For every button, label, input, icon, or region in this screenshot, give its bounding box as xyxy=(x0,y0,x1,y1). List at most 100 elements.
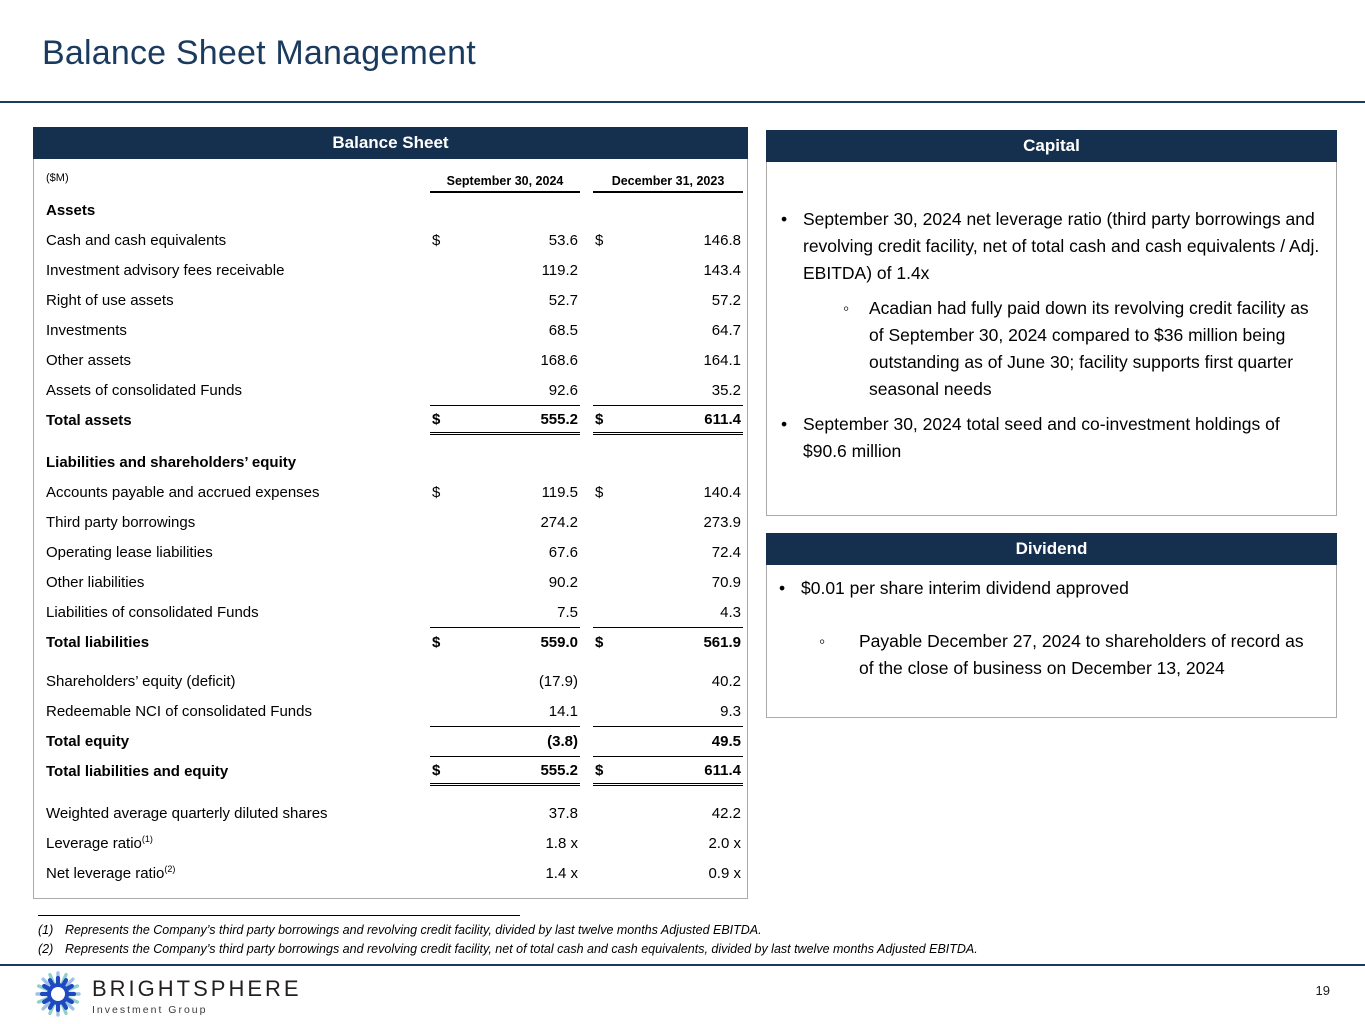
value-prior: 57.2 xyxy=(711,291,741,309)
hollow-bullet-icon: ◦ xyxy=(843,298,850,318)
currency-symbol: $ xyxy=(595,761,604,779)
value-prior: 9.3 xyxy=(720,702,741,720)
capital-bullet-2: • September 30, 2024 total seed and co-i… xyxy=(781,411,1320,465)
row-label: Redeemable NCI of consolidated Funds xyxy=(46,702,312,720)
balance-sheet-panel: Balance Sheet ($M) September 30, 2024 De… xyxy=(33,127,748,899)
value-current: 559.0 xyxy=(540,634,578,651)
value-current: (17.9) xyxy=(538,672,578,690)
brightsphere-logo-icon xyxy=(34,970,82,1023)
footer-divider xyxy=(0,964,1365,966)
value-current: 555.2 xyxy=(540,761,578,779)
section-header-assets: Assets xyxy=(46,201,96,219)
currency-symbol: $ xyxy=(432,761,441,779)
table-row: Investment advisory fees receivable 119.… xyxy=(46,255,743,285)
currency-symbol: $ xyxy=(432,483,441,501)
value-current: 274.2 xyxy=(540,513,578,531)
hollow-bullet-icon: ◦ xyxy=(819,631,826,651)
row-label: Total liabilities and equity xyxy=(46,762,229,780)
brand-block: BRIGHTSPHERE Investment Group xyxy=(92,976,302,1016)
value-prior: 611.4 xyxy=(704,761,741,779)
value-prior: 2.0 x xyxy=(708,834,741,852)
currency-symbol: $ xyxy=(595,634,604,651)
total-equity-row: Total equity (3.8) 49.5 xyxy=(46,726,743,756)
value-prior: 42.2 xyxy=(711,804,741,822)
table-row: Leverage ratio(1) 1.8 x 2.0 x xyxy=(46,828,743,858)
title-divider xyxy=(0,101,1365,103)
dividend-sub-bullet-1: ◦ Payable December 27, 2024 to sharehold… xyxy=(819,628,1320,682)
value-prior: 146.8 xyxy=(703,231,741,249)
table-row: Assets of consolidated Funds 92.6 35.2 xyxy=(46,375,743,405)
row-label: Total liabilities xyxy=(46,633,150,651)
value-current: 555.2 xyxy=(540,410,578,428)
value-current: 168.6 xyxy=(540,351,578,369)
currency-symbol: $ xyxy=(595,231,604,249)
value-prior: 4.3 xyxy=(720,603,741,621)
footnote-ref: (2) xyxy=(164,864,176,874)
value-prior: 64.7 xyxy=(711,321,741,339)
currency-symbol: $ xyxy=(432,634,441,651)
row-label: Net leverage ratio(2) xyxy=(46,864,176,882)
footnote-divider xyxy=(38,915,520,916)
section-header-liabilities: Liabilities and shareholders’ equity xyxy=(46,453,297,471)
table-row: Operating lease liabilities 67.6 72.4 xyxy=(46,537,743,567)
row-label: Cash and cash equivalents xyxy=(46,231,227,249)
row-label: Total equity xyxy=(46,732,130,750)
value-prior: 140.4 xyxy=(703,483,741,501)
value-prior: 143.4 xyxy=(703,261,741,279)
row-label: Other liabilities xyxy=(46,573,145,591)
capital-sub-bullet-1: ◦ Acadian had fully paid down its revolv… xyxy=(843,295,1320,403)
value-prior: 72.4 xyxy=(711,543,741,561)
row-label: Operating lease liabilities xyxy=(46,543,213,561)
row-label: Liabilities of consolidated Funds xyxy=(46,603,259,621)
value-prior: 49.5 xyxy=(711,733,741,750)
value-current: (3.8) xyxy=(547,733,578,750)
table-row: Cash and cash equivalents $53.6 $146.8 xyxy=(46,225,743,255)
footnotes: (1) Represents the Company’s third party… xyxy=(38,915,1328,959)
row-label: Investment advisory fees receivable xyxy=(46,261,285,279)
value-prior: 35.2 xyxy=(711,381,741,399)
balance-sheet-header: Balance Sheet xyxy=(33,127,748,159)
capital-panel: Capital • September 30, 2024 net leverag… xyxy=(766,130,1337,516)
table-row: Other assets 168.6 164.1 xyxy=(46,345,743,375)
currency-symbol: $ xyxy=(432,410,441,428)
value-current: 67.6 xyxy=(548,543,578,561)
footnote-2: (2) Represents the Company’s third party… xyxy=(38,942,978,956)
value-current: 7.5 xyxy=(557,603,578,621)
total-liabilities-row: Total liabilities $559.0 $561.9 xyxy=(46,627,743,657)
table-row: Redeemable NCI of consolidated Funds 14.… xyxy=(46,696,743,726)
value-prior: 273.9 xyxy=(703,513,741,531)
dividend-panel: Dividend • $0.01 per share interim divid… xyxy=(766,533,1337,718)
total-liabilities-equity-row: Total liabilities and equity $555.2 $611… xyxy=(46,756,743,786)
value-prior: 164.1 xyxy=(703,351,741,369)
value-current: 68.5 xyxy=(548,321,578,339)
dividend-body: • $0.01 per share interim dividend appro… xyxy=(766,565,1337,718)
value-current: 119.5 xyxy=(541,483,578,501)
value-current: 37.8 xyxy=(548,804,578,822)
total-assets-row: Total assets $555.2 $611.4 xyxy=(46,405,743,435)
capital-bullet-1: • September 30, 2024 net leverage ratio … xyxy=(781,206,1320,287)
row-label: Third party borrowings xyxy=(46,513,196,531)
column-header-prior: December 31, 2023 xyxy=(593,174,743,193)
value-current: 52.7 xyxy=(548,291,578,309)
value-current: 53.6 xyxy=(548,231,578,249)
currency-symbol: $ xyxy=(595,410,604,428)
table-row: Other liabilities 90.2 70.9 xyxy=(46,567,743,597)
table-row: Shareholders’ equity (deficit) (17.9) 40… xyxy=(46,666,743,696)
capital-header: Capital xyxy=(766,130,1337,162)
page-title: Balance Sheet Management xyxy=(42,34,476,72)
currency-symbol: $ xyxy=(595,483,604,501)
row-label: Total assets xyxy=(46,411,132,429)
value-prior: 611.4 xyxy=(704,410,741,428)
value-current: 90.2 xyxy=(548,573,578,591)
unit-label: ($M) xyxy=(46,172,69,184)
bullet-icon: • xyxy=(779,578,786,598)
capital-body: • September 30, 2024 net leverage ratio … xyxy=(766,162,1337,516)
balance-sheet-table: ($M) September 30, 2024 December 31, 202… xyxy=(33,159,748,899)
row-label: Shareholders’ equity (deficit) xyxy=(46,672,236,690)
column-header-current: September 30, 2024 xyxy=(430,174,580,193)
row-label: Assets of consolidated Funds xyxy=(46,381,242,399)
table-row: Third party borrowings 274.2 273.9 xyxy=(46,507,743,537)
row-label: Investments xyxy=(46,321,127,339)
bullet-icon: • xyxy=(781,414,788,434)
